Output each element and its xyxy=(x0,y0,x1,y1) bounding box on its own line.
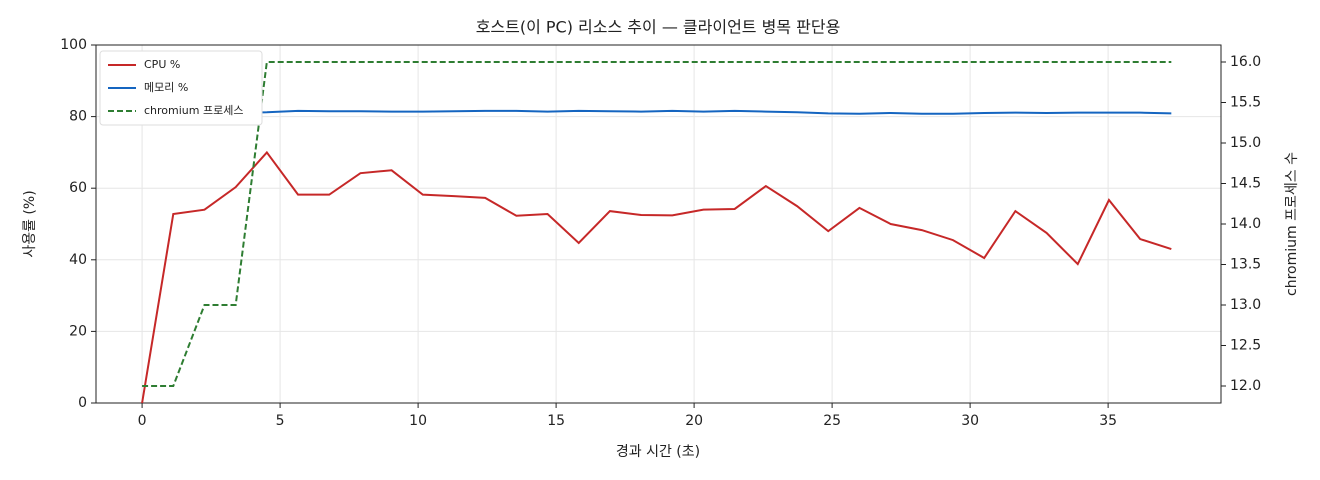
plot-frame xyxy=(95,44,1222,404)
y2-tick-label: 16.0 xyxy=(1230,54,1261,70)
x-tick-label: 10 xyxy=(409,413,427,429)
y2-tick-label: 13.0 xyxy=(1230,297,1261,313)
x-tick-label: 15 xyxy=(547,413,565,429)
x-tick-label: 0 xyxy=(138,413,147,429)
y-tick-label: 60 xyxy=(69,180,87,196)
legend-box xyxy=(99,50,263,126)
legend-label: 메모리 % xyxy=(144,81,188,94)
y-tick-label: 80 xyxy=(69,109,87,125)
x-tick-label: 25 xyxy=(823,413,841,429)
y2-tick-label: 15.5 xyxy=(1230,95,1261,111)
x-tick-label: 5 xyxy=(276,413,285,429)
y-tick-label: 40 xyxy=(69,252,87,268)
x-tick-label: 20 xyxy=(685,413,703,429)
y2-tick-label: 14.5 xyxy=(1230,176,1261,192)
legend-label: chromium 프로세스 xyxy=(144,104,243,117)
y-tick-label: 0 xyxy=(78,395,87,411)
y-tick-label: 20 xyxy=(69,323,87,339)
x-axis-label: 경과 시간 (초) xyxy=(616,444,700,460)
legend: CPU % 메모리 % chromium 프로세스 xyxy=(99,50,263,126)
y2-tick-label: 12.0 xyxy=(1230,378,1261,394)
y2-axis-label: chromium 프로세스 수 xyxy=(1284,152,1300,296)
legend-label: CPU % xyxy=(144,58,180,71)
y2-tick-label: 14.0 xyxy=(1230,216,1261,232)
y2-tick-label: 12.5 xyxy=(1230,337,1261,353)
y-axis-label: 사용률 (%) xyxy=(22,190,38,257)
chart-title: 호스트(이 PC) 리소스 추이 — 클라이언트 병목 판단용 xyxy=(476,18,841,37)
y2-tick-label: 13.5 xyxy=(1230,256,1261,272)
series-line xyxy=(142,109,1172,115)
y2-tick-label: 15.0 xyxy=(1230,135,1261,151)
series-line xyxy=(141,150,1172,404)
x-tick-label: 35 xyxy=(1099,413,1117,429)
y-tick-label: 100 xyxy=(60,37,87,53)
series-line xyxy=(142,61,1172,387)
x-tick-label: 30 xyxy=(961,413,979,429)
